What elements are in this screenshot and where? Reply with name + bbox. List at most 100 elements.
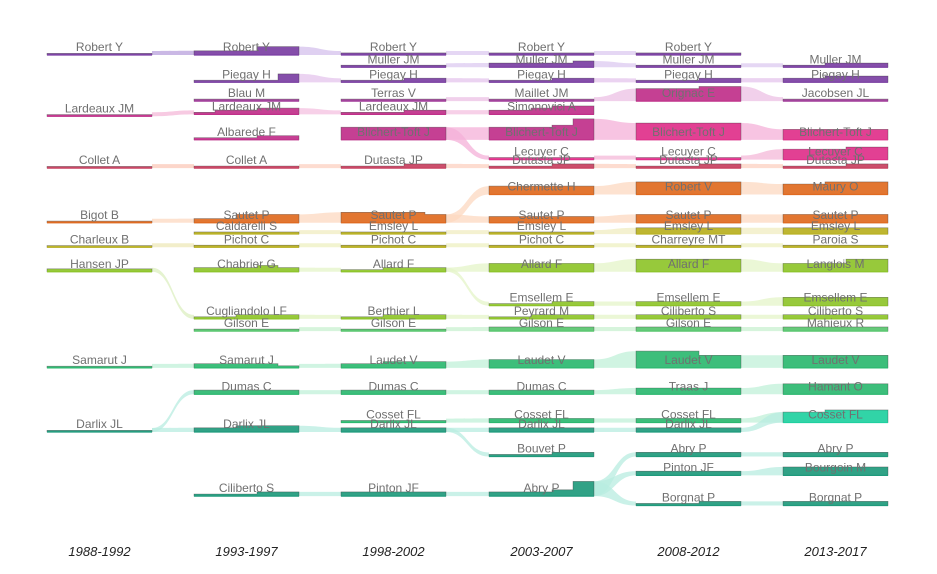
bar-1993-1997-chabrier-g[interactable]: [193, 265, 300, 273]
flow-sautet-p-to-sautet-p: [594, 214, 636, 223]
bar-2013-2017-abry-p[interactable]: [782, 452, 889, 457]
bar-2008-2012-gilson-e[interactable]: [635, 326, 742, 332]
bar-1993-1997-ciliberto-s[interactable]: [193, 491, 300, 497]
bar-2003-2007-allard-f[interactable]: [488, 263, 595, 273]
bar-1998-2002-darlix-jl[interactable]: [340, 427, 447, 433]
label-1993-1997-piegay-h: Piegay H: [222, 67, 271, 81]
bar-2003-2007-piegay-h[interactable]: [488, 77, 595, 83]
bar-2003-2007-abry-p[interactable]: [488, 481, 595, 497]
bar-1998-2002-laudet-v[interactable]: [340, 361, 447, 369]
label-1993-1997-dumas-c: Dumas C: [221, 379, 271, 393]
bar-2013-2017-ciliberto-s[interactable]: [782, 314, 889, 320]
bar-2003-2007-gilson-e[interactable]: [488, 326, 595, 332]
bar-1998-2002-dumas-c[interactable]: [340, 389, 447, 395]
bar-1998-2002-allard-f[interactable]: [340, 267, 447, 273]
bar-2013-2017-lecuyer-c[interactable]: [782, 146, 889, 160]
label-2013-2017-piegay-h: Piegay H: [811, 67, 860, 81]
bar-2003-2007-dumas-c[interactable]: [488, 389, 595, 395]
bar-2008-2012-sautet-p[interactable]: [635, 214, 742, 224]
bar-2013-2017-sautet-p[interactable]: [782, 214, 889, 224]
flow-piegay-h-to-piegay-h: [446, 78, 489, 83]
bar-2008-2012-emsley-l[interactable]: [635, 227, 742, 235]
bar-2013-2017-hamant-o[interactable]: [782, 383, 889, 395]
period-label-1993-1997: 1993-1997: [215, 544, 278, 559]
bar-2008-2012-pinton-jf[interactable]: [635, 470, 742, 476]
bar-2003-2007-chermette-h[interactable]: [488, 185, 595, 195]
bar-2003-2007-simonovici-a[interactable]: [488, 105, 595, 115]
bar-2003-2007-sautet-p[interactable]: [488, 216, 595, 224]
bar-2008-2012-borgnat-p[interactable]: [635, 501, 742, 506]
flow-dumas-c-to-traas-j: [594, 388, 636, 395]
bar-2003-2007-cosset-fl[interactable]: [488, 418, 595, 423]
label-2008-2012-lecuyer-c: Lecuyer C: [661, 145, 716, 159]
bar-2013-2017-blichert-toft-j[interactable]: [782, 129, 889, 141]
bar-2008-2012-allard-f[interactable]: [635, 258, 742, 273]
flow-ciliberto-s-to-ciliberto-s: [741, 314, 783, 319]
label-1988-1992-charleux-b: Charleux B: [70, 232, 129, 246]
label-2003-2007-bouvet-p: Bouvet P: [517, 442, 566, 456]
bar-2008-2012-blichert-toft-j[interactable]: [635, 122, 742, 141]
bar-2013-2017-borgnat-p[interactable]: [782, 501, 889, 506]
bar-2008-2012-abry-p[interactable]: [635, 452, 742, 457]
bar-1998-2002-pinton-jf[interactable]: [340, 491, 447, 497]
bar-2003-2007-emsellem-e[interactable]: [488, 301, 595, 307]
flow-piegay-h-to-piegay-h: [741, 78, 783, 83]
bar-2013-2017-emsley-l[interactable]: [782, 227, 889, 235]
bar-2008-2012-darlix-jl[interactable]: [635, 427, 742, 433]
labels-layer: Robert Y Lardeaux JM Collet A Bigot B Charle…: [65, 40, 872, 505]
bar-2008-2012-emsellem-e[interactable]: [635, 301, 742, 307]
bar-2003-2007-dutasta-jp[interactable]: [488, 163, 595, 169]
bar-2013-2017-dutasta-jp[interactable]: [782, 163, 889, 169]
flow-lardeaux-jm-to-lardeaux-jm: [152, 110, 194, 117]
bar-2003-2007-darlix-jl[interactable]: [488, 427, 595, 433]
bar-2003-2007-muller-jm[interactable]: [488, 60, 595, 68]
bar-2003-2007-blichert-toft-j[interactable]: [488, 118, 595, 141]
flow-dutasta-jp-to-dutasta-jp: [446, 163, 489, 169]
bar-1993-1997-lardeaux-jm[interactable]: [193, 107, 300, 115]
bar-2008-2012-robert-v[interactable]: [635, 181, 742, 195]
flow-samarut-j-to-laudet-v: [299, 363, 341, 368]
label-1993-1997-sautet-p: Sautet P: [223, 208, 269, 222]
bar-2008-2012-dutasta-jp[interactable]: [635, 163, 742, 169]
bar-2013-2017-mahieux-r[interactable]: [782, 326, 889, 332]
bar-1993-1997-dumas-c[interactable]: [193, 389, 300, 395]
bar-1998-2002-lardeaux-jm[interactable]: [340, 109, 447, 115]
bar-1993-1997-sautet-p[interactable]: [193, 214, 300, 224]
bar-2013-2017-cosset-fl[interactable]: [782, 409, 889, 423]
bar-1993-1997-darlix-jl[interactable]: [193, 425, 300, 433]
bar-1993-1997-cugliandolo-lf[interactable]: [193, 314, 300, 320]
bar-1998-2002-blichert-toft-j[interactable]: [340, 126, 447, 141]
bar-2008-2012-traas-j[interactable]: [635, 387, 742, 395]
bar-1998-2002-dutasta-jp[interactable]: [340, 163, 447, 169]
bar-1998-2002-berthier-l[interactable]: [340, 314, 447, 320]
flow-laudet-v-to-laudet-v: [446, 359, 489, 368]
flow-pichot-c-to-pichot-c: [299, 243, 341, 248]
bar-2013-2017-bourgoin-m[interactable]: [782, 466, 889, 476]
bar-2008-2012-piegay-h[interactable]: [635, 77, 742, 83]
label-1988-1992-samarut-j: Samarut J: [72, 353, 127, 367]
bar-2008-2012-cosset-fl[interactable]: [635, 418, 742, 423]
bar-1993-1997-robert-y[interactable]: [193, 46, 300, 56]
flow-laudet-v-to-laudet-v: [594, 351, 636, 368]
bar-2003-2007-peyrard-m[interactable]: [488, 314, 595, 320]
bar-1993-1997-albarede-f[interactable]: [193, 135, 300, 141]
bar-2003-2007-laudet-v[interactable]: [488, 359, 595, 369]
bar-1988-1992-hansen-jp[interactable]: [46, 268, 153, 273]
bar-2013-2017-piegay-h[interactable]: [782, 75, 889, 83]
bar-2008-2012-laudet-v[interactable]: [635, 350, 742, 369]
flow-emsellem-e-to-emsellem-e: [594, 301, 636, 306]
bar-2008-2012-orignac-e[interactable]: [635, 86, 742, 102]
label-2013-2017-mahieux-r: Mahieux R: [807, 316, 865, 330]
bar-2013-2017-muller-jm[interactable]: [782, 62, 889, 68]
bar-2013-2017-emsellem-e[interactable]: [782, 297, 889, 307]
bar-1993-1997-samarut-j[interactable]: [193, 363, 300, 369]
bar-2013-2017-laudet-v[interactable]: [782, 355, 889, 369]
bar-1998-2002-piegay-h[interactable]: [340, 77, 447, 83]
label-2003-2007-peyrard-m: Peyrard M: [514, 304, 569, 318]
bar-2013-2017-langlois-m[interactable]: [782, 258, 889, 273]
bar-2003-2007-bouvet-p[interactable]: [488, 452, 595, 457]
bar-1998-2002-sautet-p[interactable]: [340, 211, 447, 224]
bar-2013-2017-maury-o[interactable]: [782, 181, 889, 195]
bar-2008-2012-ciliberto-s[interactable]: [635, 314, 742, 320]
bar-1993-1997-piegay-h[interactable]: [193, 73, 300, 83]
